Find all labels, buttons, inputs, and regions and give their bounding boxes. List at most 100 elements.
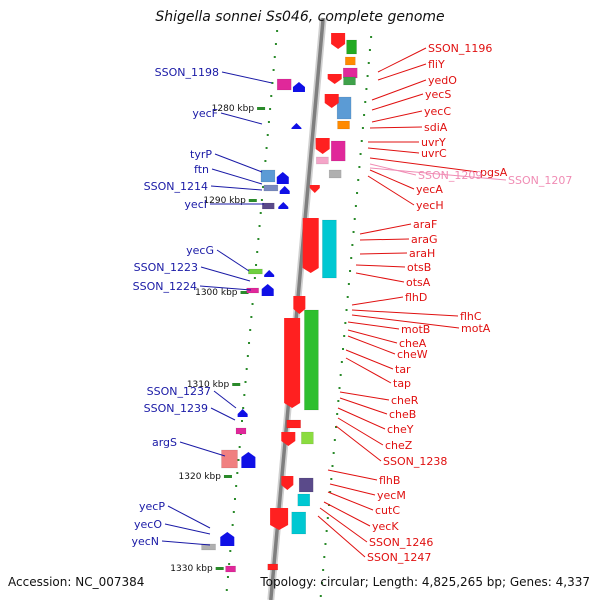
ruler-mark: 1280 kbp [212, 104, 266, 114]
label-leader-line [161, 540, 211, 546]
label-leader-line [367, 175, 415, 206]
gene-label: yecC [424, 105, 451, 118]
gene-label: argS [152, 436, 177, 449]
gene-feature [237, 409, 248, 417]
gene-feature [281, 476, 294, 490]
gene-label: flhD [405, 291, 427, 304]
ruler-label: 1290 kbp [203, 196, 246, 206]
gene-label: yecH [416, 199, 444, 212]
gene-label: yedO [428, 74, 457, 87]
gene-feature [293, 296, 306, 314]
gene-feature [264, 270, 275, 277]
label-leader-line [377, 63, 427, 81]
gene-label: fliY [428, 58, 445, 71]
track-dot [360, 140, 363, 142]
ruler-mark: 1290 kbp [203, 196, 257, 206]
track-dot [228, 563, 231, 565]
track-dot [257, 238, 260, 240]
gene-feature [284, 318, 301, 408]
gene-label: SSON_1198 [155, 66, 219, 79]
gene-label: araH [409, 247, 435, 260]
track-dot [350, 257, 353, 259]
track-dot [339, 374, 342, 376]
track-dot [271, 82, 274, 84]
plus-strand-gene-label: tap [345, 357, 411, 390]
minus-strand-gene-label: yecI [184, 198, 264, 211]
track-dot [231, 524, 234, 526]
track-dot [267, 121, 270, 123]
minus-strand-gene-label: SSON_1237 [147, 385, 237, 409]
label-leader-line [221, 71, 273, 84]
label-leader-line [367, 147, 420, 154]
plus-strand-gene-label: cheR [339, 391, 419, 407]
plus-strand-gene-label: flhC [351, 309, 482, 323]
ruler-tick [232, 383, 241, 386]
minus-strand-gene-label: yecG [186, 244, 250, 272]
label-leader-line [359, 223, 412, 235]
minus-strand-gene-label: ftn [194, 163, 263, 185]
track-dot [276, 30, 279, 32]
track-dot [344, 322, 347, 324]
label-leader-line [371, 110, 423, 123]
minus-strand-gene-label: tyrP [190, 148, 263, 173]
track-dot [320, 582, 323, 584]
gene-feature [304, 309, 319, 411]
gene-feature [298, 477, 314, 493]
track-dot [250, 316, 253, 318]
label-leader-line [164, 523, 211, 535]
track-dot [256, 251, 259, 253]
gene-feature [337, 120, 350, 130]
gene-feature [278, 202, 289, 209]
gene-label: flhB [379, 474, 400, 487]
gene-feature [336, 96, 352, 120]
plus-strand-gene-label: yecM [329, 483, 406, 502]
track-dot [273, 56, 276, 58]
gene-feature [281, 432, 296, 446]
gene-label: yecM [377, 489, 406, 502]
plus-strand-gene-label: uvrC [367, 147, 447, 160]
label-leader-line [167, 505, 211, 529]
label-leader-line [351, 314, 460, 329]
label-leader-line [216, 249, 250, 272]
gene-feature [309, 185, 320, 193]
minus-strand-gene-label: yecP [139, 500, 211, 529]
gene-feature [297, 493, 311, 507]
gene-label: SSON_1224 [133, 280, 197, 293]
gene-feature [246, 287, 259, 294]
gene-feature [270, 508, 289, 530]
track-dot [368, 49, 371, 51]
track-dot [260, 199, 263, 201]
track-dot [265, 147, 268, 149]
plus-strand-gene-label: SSON_1196 [377, 42, 492, 73]
track-dot [233, 498, 236, 500]
gene-feature [327, 74, 342, 84]
track-dot [322, 569, 325, 571]
gene-feature [225, 565, 236, 573]
gene-feature [267, 563, 279, 571]
label-leader-line [214, 153, 263, 173]
track-dot [366, 75, 369, 77]
plus-strand-gene-label: araF [359, 218, 437, 235]
minus-strand-gene-label: SSON_1198 [155, 66, 273, 84]
gene-feature [324, 94, 339, 108]
minus-strand-gene-label: yecF [192, 107, 263, 125]
track-dot [330, 478, 333, 480]
label-leader-line [339, 391, 390, 401]
gene-feature [291, 511, 306, 535]
track-dot [356, 192, 359, 194]
gene-label: SSON_1223 [134, 261, 198, 274]
label-leader-line [200, 266, 251, 282]
plus-strand-gene-label: cheZ [337, 417, 413, 452]
gene-label: yecP [139, 500, 165, 513]
ruler-tick [223, 475, 232, 478]
label-leader-line [335, 425, 382, 462]
track-dot [364, 101, 367, 103]
track-dot [264, 160, 267, 162]
gene-feature [291, 123, 302, 129]
plus-strand-gene-label: sdiA [369, 121, 448, 134]
gene-feature [330, 140, 346, 162]
track-dot [253, 277, 256, 279]
gene-label: cutC [375, 504, 400, 517]
minus-strand-gene-label: SSON_1223 [134, 261, 251, 282]
